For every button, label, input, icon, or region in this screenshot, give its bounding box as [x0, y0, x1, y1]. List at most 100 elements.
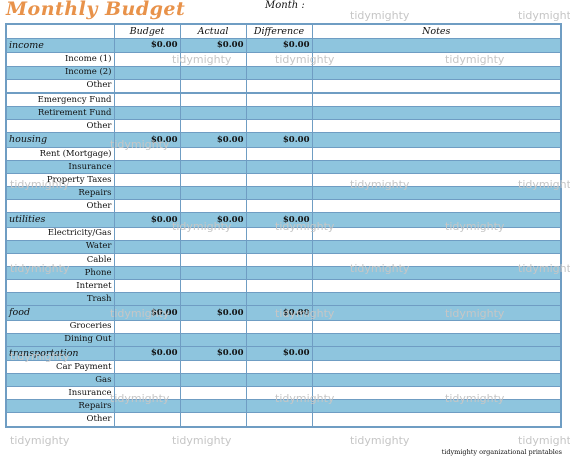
budget-cell[interactable]	[113, 106, 181, 121]
difference-cell[interactable]	[245, 319, 313, 334]
notes-cell[interactable]	[311, 291, 562, 307]
actual-cell[interactable]	[179, 278, 247, 293]
difference-cell[interactable]	[245, 399, 313, 414]
budget-cell[interactable]	[113, 319, 181, 334]
actual-cell[interactable]	[179, 265, 247, 280]
notes-cell[interactable]	[311, 37, 562, 54]
difference-cell[interactable]	[245, 172, 313, 187]
difference-cell[interactable]	[245, 373, 313, 388]
difference-cell[interactable]	[245, 106, 313, 121]
difference-cell[interactable]	[245, 159, 313, 174]
difference-cell[interactable]	[245, 386, 313, 401]
difference-total[interactable]: $0.00	[245, 305, 313, 321]
actual-cell[interactable]	[179, 185, 247, 201]
budget-cell[interactable]	[113, 291, 181, 307]
actual-cell[interactable]	[179, 146, 247, 161]
notes-cell[interactable]	[311, 146, 562, 161]
difference-cell[interactable]	[245, 93, 313, 108]
budget-cell[interactable]	[113, 78, 181, 93]
actual-cell[interactable]	[179, 332, 247, 347]
difference-total[interactable]: $0.00	[245, 212, 313, 228]
budget-cell[interactable]	[113, 278, 181, 293]
budget-cell[interactable]	[113, 52, 181, 67]
difference-cell[interactable]	[245, 278, 313, 293]
budget-cell[interactable]	[113, 185, 181, 201]
difference-total[interactable]: $0.00	[245, 37, 313, 54]
actual-cell[interactable]	[179, 226, 247, 241]
actual-cell[interactable]	[179, 106, 247, 121]
actual-cell[interactable]	[179, 291, 247, 307]
notes-cell[interactable]	[311, 360, 562, 375]
difference-cell[interactable]	[245, 185, 313, 201]
difference-cell[interactable]	[245, 199, 313, 214]
difference-cell[interactable]	[245, 239, 313, 254]
notes-cell[interactable]	[311, 386, 562, 401]
budget-total[interactable]: $0.00	[113, 37, 181, 54]
difference-cell[interactable]	[245, 360, 313, 375]
difference-cell[interactable]	[245, 226, 313, 241]
notes-cell[interactable]	[311, 91, 562, 95]
actual-cell[interactable]	[179, 319, 247, 334]
budget-cell[interactable]	[113, 360, 181, 375]
notes-cell[interactable]	[311, 78, 562, 93]
budget-cell[interactable]	[113, 373, 181, 388]
notes-cell[interactable]	[311, 119, 562, 134]
actual-total[interactable]: $0.00	[179, 212, 247, 228]
actual-cell[interactable]	[179, 239, 247, 254]
notes-cell[interactable]	[311, 106, 562, 121]
notes-cell[interactable]	[311, 226, 562, 241]
budget-total[interactable]: $0.00	[113, 345, 181, 362]
notes-cell[interactable]	[311, 239, 562, 254]
actual-cell[interactable]	[179, 360, 247, 375]
budget-cell[interactable]	[113, 412, 181, 428]
notes-cell[interactable]	[311, 252, 562, 267]
actual-cell[interactable]	[179, 399, 247, 414]
difference-cell[interactable]	[245, 332, 313, 347]
actual-total[interactable]: $0.00	[179, 132, 247, 148]
notes-cell[interactable]	[311, 185, 562, 201]
actual-cell[interactable]	[179, 52, 247, 67]
notes-cell[interactable]	[311, 52, 562, 67]
difference-cell[interactable]	[245, 119, 313, 134]
notes-cell[interactable]	[311, 65, 562, 80]
difference-cell[interactable]	[245, 265, 313, 280]
actual-cell[interactable]	[179, 386, 247, 401]
budget-cell[interactable]	[113, 399, 181, 414]
notes-cell[interactable]	[311, 319, 562, 334]
actual-cell[interactable]	[179, 252, 247, 267]
notes-cell[interactable]	[311, 332, 562, 347]
actual-cell[interactable]	[179, 172, 247, 187]
budget-cell[interactable]	[113, 252, 181, 267]
actual-cell[interactable]	[179, 93, 247, 108]
actual-cell[interactable]	[179, 159, 247, 174]
notes-cell[interactable]	[311, 278, 562, 293]
budget-cell[interactable]	[113, 199, 181, 214]
budget-cell[interactable]	[113, 265, 181, 280]
actual-cell[interactable]	[179, 119, 247, 134]
budget-cell[interactable]	[113, 93, 181, 108]
notes-cell[interactable]	[311, 373, 562, 388]
notes-cell[interactable]	[311, 412, 562, 428]
notes-cell[interactable]	[311, 305, 562, 321]
budget-cell[interactable]	[113, 159, 181, 174]
notes-cell[interactable]	[311, 159, 562, 174]
notes-cell[interactable]	[311, 132, 562, 148]
budget-cell[interactable]	[113, 65, 181, 80]
budget-total[interactable]: $0.00	[113, 132, 181, 148]
budget-total[interactable]: $0.00	[113, 305, 181, 321]
notes-cell[interactable]	[311, 199, 562, 214]
difference-cell[interactable]	[245, 146, 313, 161]
difference-total[interactable]: $0.00	[245, 345, 313, 362]
difference-cell[interactable]	[245, 52, 313, 67]
notes-cell[interactable]	[311, 345, 562, 362]
budget-cell[interactable]	[113, 386, 181, 401]
notes-cell[interactable]	[311, 399, 562, 414]
difference-cell[interactable]	[245, 65, 313, 80]
budget-cell[interactable]	[113, 226, 181, 241]
difference-cell[interactable]	[245, 412, 313, 428]
actual-cell[interactable]	[179, 412, 247, 428]
actual-cell[interactable]	[179, 65, 247, 80]
budget-cell[interactable]	[113, 146, 181, 161]
budget-cell[interactable]	[113, 119, 181, 134]
actual-total[interactable]: $0.00	[179, 345, 247, 362]
